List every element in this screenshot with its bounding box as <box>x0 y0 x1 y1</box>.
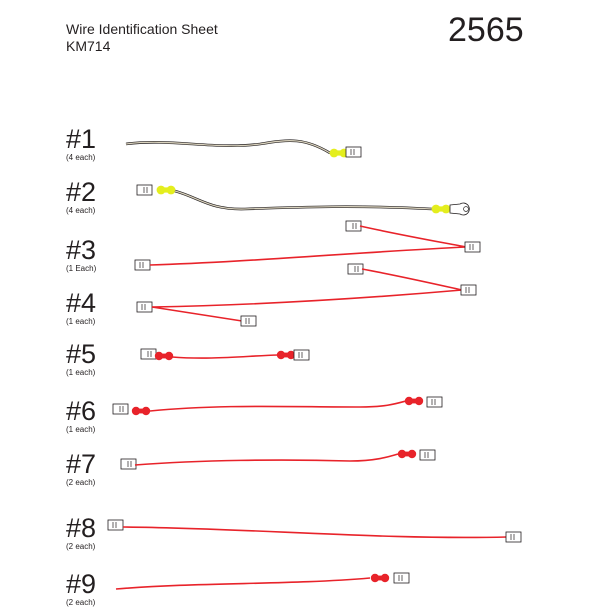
wire-number: #7 <box>66 449 97 479</box>
wire-quantity: (4 each) <box>66 206 96 215</box>
wire-number: #6 <box>66 396 97 426</box>
wire-quantity: (2 each) <box>66 542 96 551</box>
wire-3 <box>134 220 481 271</box>
wire-number: #4 <box>66 288 97 318</box>
red-connector-icon <box>397 449 417 459</box>
wire-quantity: (1 each) <box>66 317 96 326</box>
spade-terminal-icon <box>112 403 129 415</box>
spade-terminal-icon <box>140 348 157 360</box>
spade-terminal-icon <box>505 531 522 543</box>
wire-6 <box>112 396 443 416</box>
spade-terminal-icon <box>107 519 124 531</box>
wire-number: #8 <box>66 513 97 543</box>
wire-quantity: (1 each) <box>66 368 96 377</box>
part-number: KM714 <box>66 38 111 54</box>
wire-4 <box>136 263 477 327</box>
ring-terminal-icon <box>449 202 470 216</box>
wire-number: #1 <box>66 124 97 154</box>
wire-number: #9 <box>66 569 97 599</box>
red-connector-icon <box>404 396 424 406</box>
spade-terminal-icon <box>240 315 257 327</box>
red-connector-icon <box>154 351 174 361</box>
yellow-connector-icon <box>156 185 176 195</box>
wire-label-9: #9 (2 each) <box>66 570 96 608</box>
spade-terminal-icon <box>134 259 151 271</box>
wire-label-1: #1 (4 each) <box>66 125 96 163</box>
red-connector-icon <box>131 406 151 416</box>
spade-terminal-icon <box>393 572 410 584</box>
wire-8 <box>107 519 522 543</box>
wire-7 <box>120 449 436 470</box>
spade-terminal-icon <box>136 301 153 313</box>
spade-terminal-icon <box>293 349 310 361</box>
wire-label-2: #2 (4 each) <box>66 178 96 216</box>
spade-terminal-icon <box>345 220 362 232</box>
red-connector-icon <box>370 573 390 583</box>
sheet-number: 2565 <box>448 11 524 49</box>
wire-quantity: (4 each) <box>66 153 96 162</box>
spade-terminal-icon <box>464 241 481 253</box>
wire-number: #2 <box>66 177 97 207</box>
wire-9 <box>115 572 410 590</box>
spade-terminal-icon <box>136 184 153 196</box>
wire-label-4: #4 (1 each) <box>66 289 96 327</box>
wire-label-7: #7 (2 each) <box>66 450 96 488</box>
wire-5 <box>140 348 310 361</box>
spade-terminal-icon <box>419 449 436 461</box>
wire-label-8: #8 (2 each) <box>66 514 96 552</box>
sheet-title: Wire Identification Sheet <box>66 21 218 37</box>
spade-terminal-icon <box>120 458 137 470</box>
spade-terminal-icon <box>345 146 362 158</box>
wire-quantity: (2 each) <box>66 478 96 487</box>
spade-terminal-icon <box>460 284 477 296</box>
wire-label-3: #3 (1 Each) <box>66 236 96 274</box>
wire-number: #5 <box>66 339 97 369</box>
wire-number: #3 <box>66 235 97 265</box>
wire-quantity: (2 each) <box>66 598 96 607</box>
wire-quantity: (1 each) <box>66 425 96 434</box>
wire-1 <box>125 139 362 158</box>
wire-quantity: (1 Each) <box>66 264 97 273</box>
red-connector-icon <box>276 350 296 360</box>
wire-label-6: #6 (1 each) <box>66 397 96 435</box>
wire-label-5: #5 (1 each) <box>66 340 96 378</box>
spade-terminal-icon <box>426 396 443 408</box>
yellow-connector-icon <box>329 148 349 158</box>
yellow-connector-icon <box>431 204 451 214</box>
spade-terminal-icon <box>347 263 364 275</box>
wire-2 <box>136 184 470 216</box>
